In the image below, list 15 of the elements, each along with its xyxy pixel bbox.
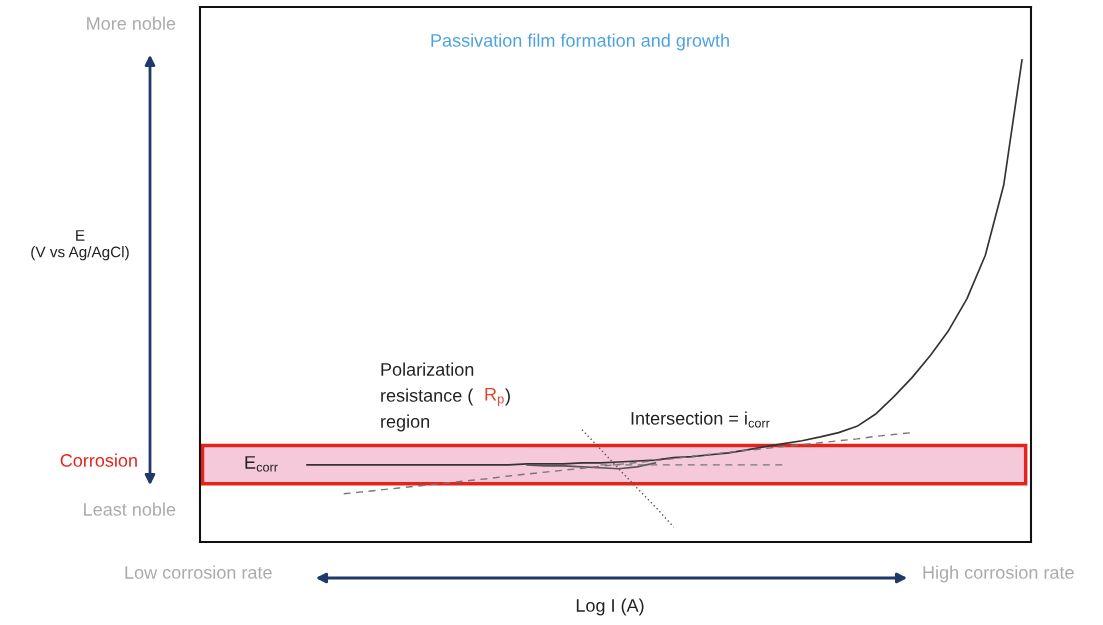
text: High corrosion rate [923, 565, 1074, 583]
annotation: ) [505, 388, 510, 406]
annotation: Polarization [381, 362, 474, 376]
text: E (V vs Ag/AgCl) [31, 230, 129, 261]
annotation: region [381, 414, 430, 432]
text: Low corrosion rate [125, 565, 272, 579]
text: More noble [87, 16, 176, 30]
annotation: R$_{p}$ [485, 387, 504, 406]
text: Passivation film formation and growth [431, 33, 729, 51]
annotation: resistance ( [381, 388, 474, 406]
x-axis-title: Log I (A) [576, 598, 644, 616]
text: Corrosion [60, 453, 137, 467]
text: E$_{corr}$ [245, 456, 278, 472]
text: Least noble [84, 502, 176, 516]
annotation: Intersection = i$_{corr}$ [631, 411, 770, 428]
